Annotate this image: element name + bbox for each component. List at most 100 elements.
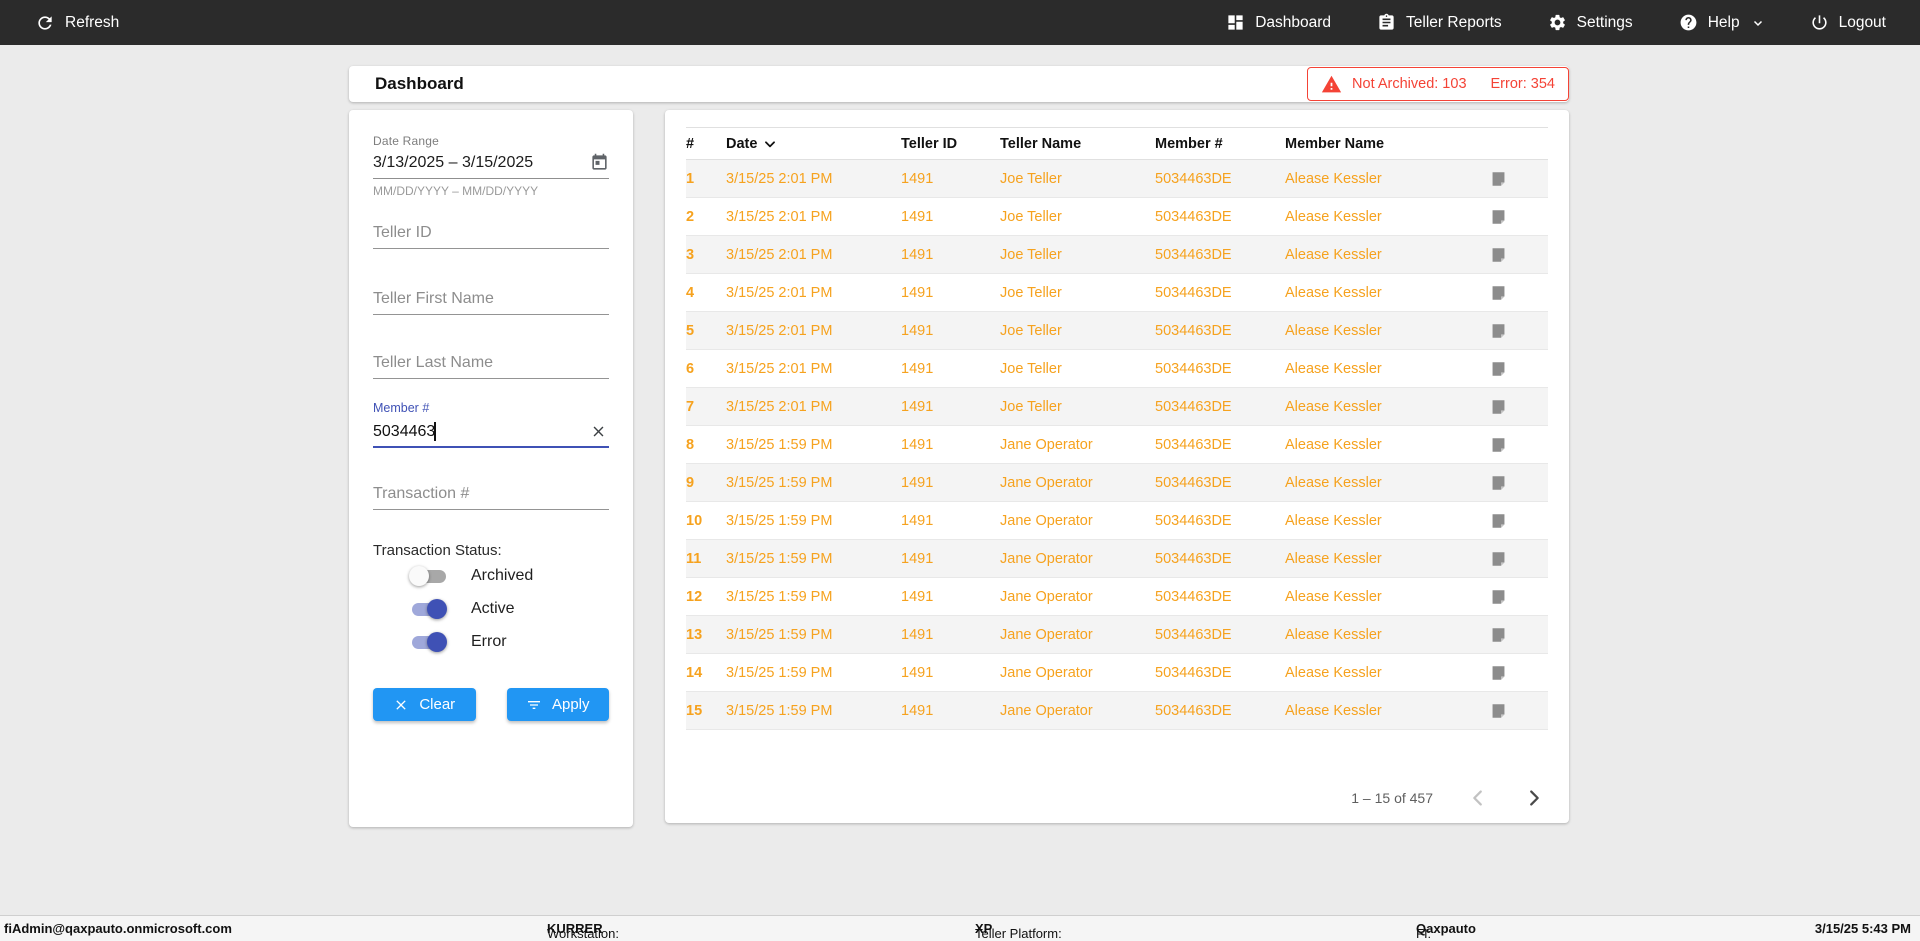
toggle-active[interactable]: Active <box>409 592 609 625</box>
cell-date: 3/15/25 2:01 PM <box>726 322 833 339</box>
date-range-input[interactable]: 3/13/2025 – 3/15/2025 <box>373 148 609 179</box>
cell-member-number: 5034463DE <box>1155 208 1232 225</box>
note-icon[interactable] <box>1488 170 1548 188</box>
note-icon[interactable] <box>1488 702 1548 720</box>
cell-member-number: 5034463DE <box>1155 664 1232 681</box>
alert-badge: Not Archived: 103 Error: 354 <box>1307 67 1569 101</box>
clear-button[interactable]: Clear <box>373 688 476 721</box>
error-switch[interactable] <box>409 631 449 653</box>
cell-member-number: 5034463DE <box>1155 436 1232 453</box>
apply-button[interactable]: Apply <box>506 688 609 721</box>
filter-panel: Date Range 3/13/2025 – 3/15/2025 MM/DD/Y… <box>349 110 633 827</box>
table-row[interactable]: 4 3/15/25 2:01 PM 1491 Joe Teller 5034463DE A… <box>686 274 1548 312</box>
table-row[interactable]: 7 3/15/25 2:01 PM 1491 Joe Teller 5034463DE A… <box>686 388 1548 426</box>
text-cursor <box>434 422 436 441</box>
chevron-down-icon <box>1752 17 1764 29</box>
cell-member-number: 5034463DE <box>1155 474 1232 491</box>
toggle-archived[interactable]: Archived <box>409 559 609 592</box>
main-content: Dashboard Not Archived: 103 Error: 354 D… <box>0 45 1920 915</box>
note-icon[interactable] <box>1488 550 1548 568</box>
cell-member-name: Alease Kessler <box>1285 436 1382 453</box>
table-row[interactable]: 3 3/15/25 2:01 PM 1491 Joe Teller 5034463DE A… <box>686 236 1548 274</box>
table-row[interactable]: 14 3/15/25 1:59 PM 1491 Jane Operator 503446… <box>686 654 1548 692</box>
cell-teller-id: 1491 <box>901 284 934 301</box>
nav-item-logout[interactable]: Logout <box>1810 13 1886 32</box>
cell-date: 3/15/25 1:59 PM <box>726 702 833 719</box>
toggle-error[interactable]: Error <box>409 625 609 658</box>
top-nav: Refresh Dashboard Teller Reports Help Se… <box>0 0 1920 45</box>
cell-teller-name: Joe Teller <box>1000 246 1062 263</box>
nav-item-teller-reports[interactable]: Teller Reports <box>1377 13 1502 32</box>
member-number-input[interactable] <box>373 415 609 446</box>
toggle-label: Archived <box>471 566 534 584</box>
note-icon[interactable] <box>1488 664 1548 682</box>
refresh-button[interactable]: Refresh <box>35 13 119 33</box>
fi-status: FI: Qaxpauto <box>1416 921 1476 941</box>
table-row[interactable]: 9 3/15/25 1:59 PM 1491 Jane Operator 5034463… <box>686 464 1548 502</box>
cell-num: 11 <box>686 550 702 567</box>
cell-num: 15 <box>686 702 703 719</box>
note-icon[interactable] <box>1488 512 1548 530</box>
teller-last-name-input[interactable] <box>373 344 609 379</box>
cell-teller-id: 1491 <box>901 322 934 339</box>
note-icon[interactable] <box>1488 246 1548 264</box>
archived-switch[interactable] <box>409 565 449 587</box>
note-icon[interactable] <box>1488 626 1548 644</box>
next-page-icon[interactable] <box>1523 787 1545 809</box>
cell-member-number: 5034463DE <box>1155 588 1232 605</box>
table-row[interactable]: 12 3/15/25 1:59 PM 1491 Jane Operator 503446… <box>686 578 1548 616</box>
cell-date: 3/15/25 2:01 PM <box>726 208 833 225</box>
table-row[interactable]: 8 3/15/25 1:59 PM 1491 Jane Operator 5034463… <box>686 426 1548 464</box>
note-icon[interactable] <box>1488 284 1548 302</box>
clear-field-icon[interactable] <box>590 423 607 440</box>
current-datetime: 3/15/25 5:43 PM <box>1814 921 1911 936</box>
member-number-label: Member # <box>373 401 430 415</box>
teller-first-name-input[interactable] <box>373 280 609 315</box>
table-row[interactable]: 11 3/15/25 1:59 PM 1491 Jane Operator 503446… <box>686 540 1548 578</box>
cell-teller-name: Jane Operator <box>1000 664 1093 681</box>
nav-item-label: Help <box>1707 13 1740 31</box>
note-icon[interactable] <box>1488 208 1548 226</box>
cell-member-number: 5034463DE <box>1155 322 1232 339</box>
table-row[interactable]: 5 3/15/25 2:01 PM 1491 Joe Teller 5034463DE A… <box>686 312 1548 350</box>
nav-item-label: Logout <box>1838 13 1886 31</box>
cell-date: 3/15/25 1:59 PM <box>726 550 833 567</box>
nav-item-dashboard[interactable]: Dashboard <box>1226 13 1331 32</box>
table-body: 1 3/15/25 2:01 PM 1491 Joe Teller 5034463DE A… <box>686 160 1548 730</box>
note-icon[interactable] <box>1488 474 1548 492</box>
cell-member-name: Alease Kessler <box>1285 626 1382 643</box>
table-row[interactable]: 15 3/15/25 1:59 PM 1491 Jane Operator 503446… <box>686 692 1548 730</box>
cell-member-number: 5034463DE <box>1155 398 1232 415</box>
table-row[interactable]: 1 3/15/25 2:01 PM 1491 Joe Teller 5034463DE A… <box>686 160 1548 198</box>
cell-teller-name: Jane Operator <box>1000 474 1093 491</box>
cell-num: 2 <box>686 208 695 225</box>
note-icon[interactable] <box>1488 436 1548 454</box>
cell-teller-name: Jane Operator <box>1000 436 1093 453</box>
teller-id-input[interactable] <box>373 214 609 249</box>
cell-teller-name: Joe Teller <box>1000 322 1062 339</box>
note-icon[interactable] <box>1488 322 1548 340</box>
calendar-icon[interactable] <box>590 153 609 172</box>
apply-button-label: Apply <box>551 696 590 713</box>
date-range-label: Date Range <box>373 134 440 148</box>
cell-member-name: Alease Kessler <box>1285 474 1382 491</box>
refresh-label: Refresh <box>65 13 120 31</box>
note-icon[interactable] <box>1488 588 1548 606</box>
table-row[interactable]: 13 3/15/25 1:59 PM 1491 Jane Operator 503446… <box>686 616 1548 654</box>
note-icon[interactable] <box>1488 360 1548 378</box>
transaction-status-label: Transaction Status: <box>373 542 502 559</box>
power-icon <box>1810 13 1829 32</box>
column-header-num: # <box>686 135 695 152</box>
page-title: Dashboard <box>375 74 464 93</box>
nav-item-help[interactable]: Help <box>1679 13 1764 32</box>
cell-member-number: 5034463DE <box>1155 170 1232 187</box>
transaction-number-input[interactable] <box>373 475 609 510</box>
table-row[interactable]: 6 3/15/25 2:01 PM 1491 Joe Teller 5034463DE A… <box>686 350 1548 388</box>
nav-item-settings[interactable]: Help Settings <box>1548 13 1633 32</box>
note-icon[interactable] <box>1488 398 1548 416</box>
column-header-date[interactable]: Date <box>726 136 901 152</box>
nav-item-label: Settings <box>1576 13 1633 31</box>
table-row[interactable]: 10 3/15/25 1:59 PM 1491 Jane Operator 503446… <box>686 502 1548 540</box>
table-row[interactable]: 2 3/15/25 2:01 PM 1491 Joe Teller 5034463DE A… <box>686 198 1548 236</box>
active-switch[interactable] <box>409 598 449 620</box>
